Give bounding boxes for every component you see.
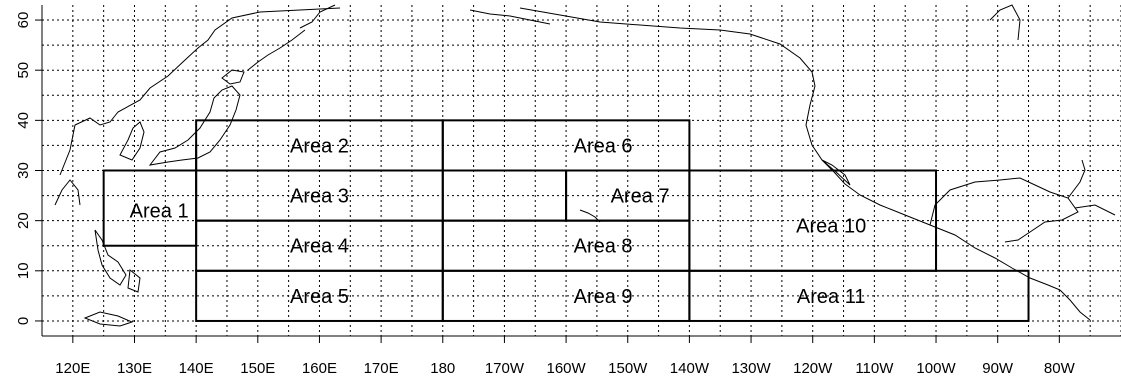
y-tick-label: 40 (15, 112, 32, 129)
x-tick-label: 120W (793, 360, 833, 377)
y-tick-label: 30 (15, 162, 32, 179)
y-tick-label: 0 (15, 317, 32, 325)
x-tick-label: 130E (117, 360, 152, 377)
coastline-gulf-of-mexico (929, 177, 1079, 243)
area-label: Area 1 (130, 201, 189, 223)
coastline-korea (119, 121, 145, 161)
area-label: Area 10 (796, 216, 866, 238)
x-axis: 120E 130E 140E 150E 160E 170E 180 170W 160W 150W 1… (55, 336, 1076, 377)
x-tick-label: 180 (430, 360, 455, 377)
area-label: Area 9 (574, 286, 633, 308)
area-boxes (102, 119, 1030, 322)
x-tick-label: 160E (302, 360, 337, 377)
coastline-philippines (94, 229, 127, 286)
x-tick-label: 160W (546, 360, 586, 377)
coastline-kurils (247, 29, 306, 71)
x-tick-label: 130W (731, 360, 771, 377)
coastline-caribbean (1074, 204, 1116, 216)
area-label: Area 3 (290, 186, 349, 208)
x-tick-label: 90W (982, 360, 1014, 377)
y-tick-label: 20 (15, 212, 32, 229)
x-tick-label: 170E (364, 360, 399, 377)
x-tick-label: 80W (1044, 360, 1076, 377)
y-axis: 0 10 20 30 40 50 60 (15, 12, 42, 325)
x-tick-label: 140W (670, 360, 710, 377)
x-tick-label: 140E (179, 360, 214, 377)
x-tick-label: 150E (240, 360, 275, 377)
area-labels: Area 1 Area 2 Area 3 Area 4 Area 5 Area 6 Area… (130, 135, 867, 307)
coastline-canada-east (989, 4, 1021, 41)
area-label: Area 4 (290, 236, 349, 258)
coastline-hokkaido (221, 69, 245, 85)
area-label: Area 11 (797, 286, 866, 308)
area-label: Area 2 (290, 135, 349, 157)
area-box (688, 269, 1030, 322)
coastline-north-america-west (805, 85, 1061, 291)
area-label: Area 5 (290, 286, 349, 308)
x-tick-label: 150W (608, 360, 648, 377)
coastline-kamchatka (299, 4, 336, 29)
coastline-east-asia (59, 7, 341, 176)
area-label: Area 6 (574, 135, 633, 157)
coastline-south-america (1059, 289, 1091, 321)
coastline-florida (1067, 159, 1086, 199)
coastline-hawaii (579, 209, 601, 223)
coastline-new-guinea (83, 311, 134, 327)
area-label: Area 7 (611, 186, 670, 208)
coastline-aleutians (469, 9, 551, 25)
coastline-alaska (519, 7, 816, 87)
x-tick-label: 120E (55, 360, 90, 377)
y-tick-label: 60 (15, 12, 32, 29)
x-tick-label: 100W (916, 360, 956, 377)
coastline-taiwan-china (54, 179, 81, 206)
coastline-philippines-south (127, 269, 141, 293)
x-tick-label: 110W (855, 360, 894, 377)
x-tick-label: 170W (485, 360, 525, 377)
area-label: Area 8 (574, 236, 633, 258)
y-tick-label: 10 (15, 262, 32, 279)
area-boundary (441, 169, 568, 222)
y-tick-label: 50 (15, 62, 32, 79)
